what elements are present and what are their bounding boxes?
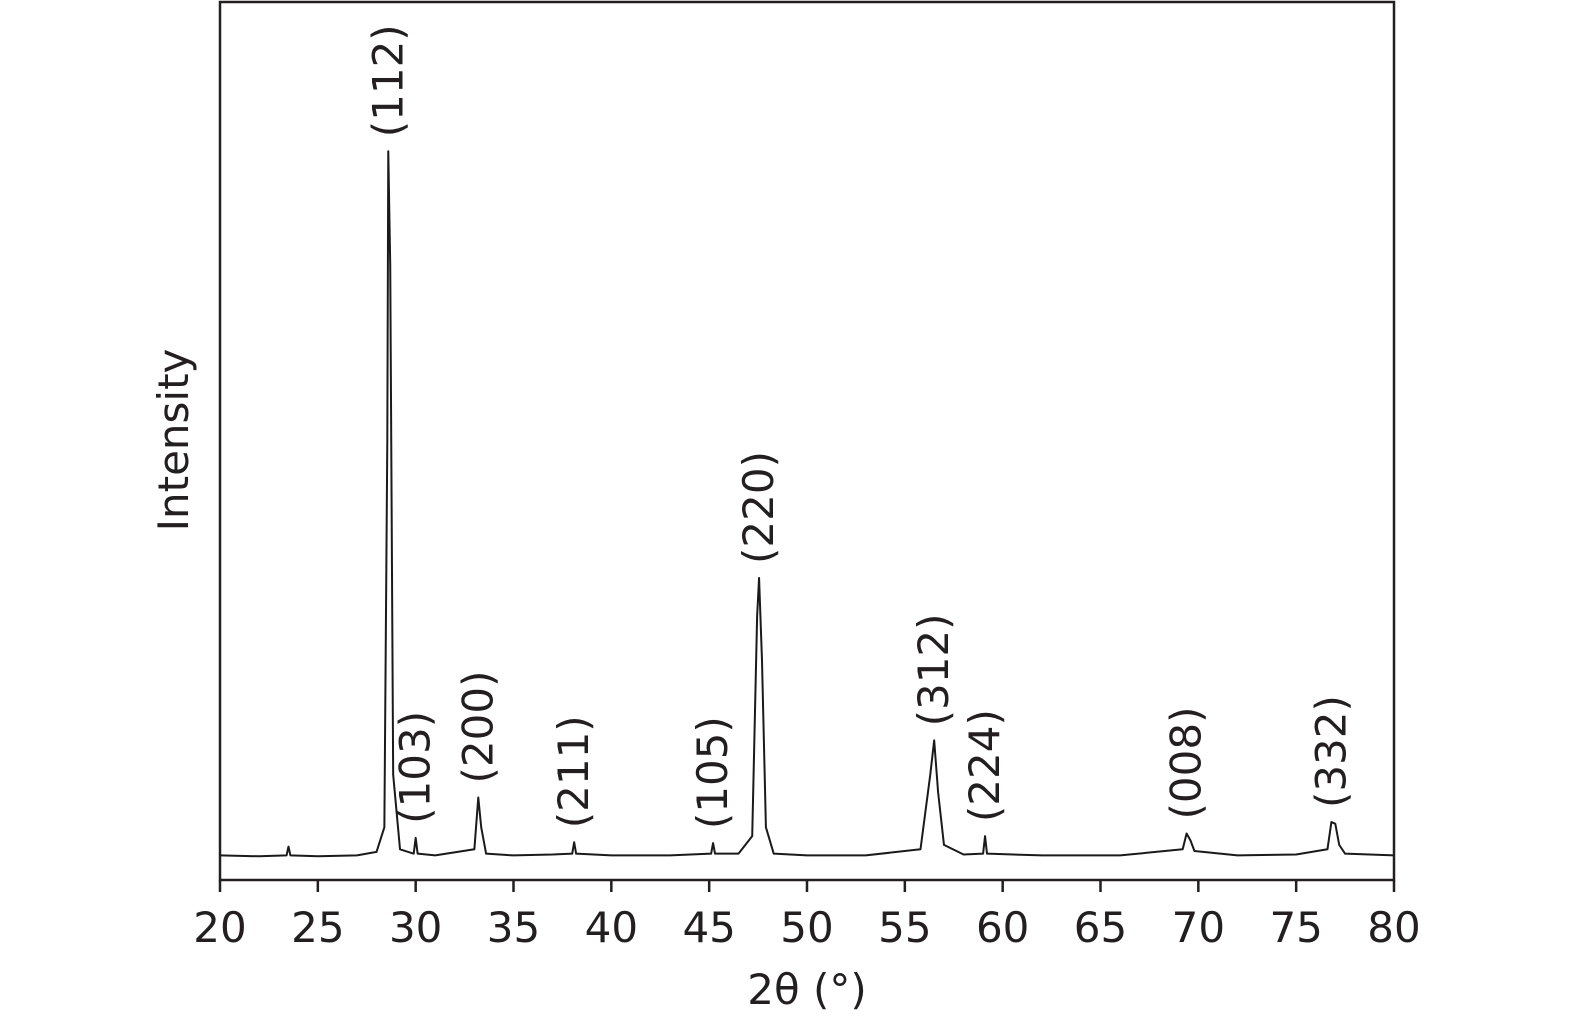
peak-label: (332) — [1306, 695, 1355, 808]
x-tick-label: 20 — [193, 903, 246, 952]
x-tick-label: 75 — [1269, 903, 1322, 952]
y-axis-label: Intensity — [149, 349, 198, 532]
peak-label: (112) — [363, 24, 412, 137]
peak-label: (211) — [549, 715, 598, 828]
peak-label: (200) — [453, 671, 502, 784]
peak-label: (224) — [960, 709, 1009, 822]
peak-label: (220) — [734, 451, 783, 564]
x-tick-label: 55 — [878, 903, 931, 952]
x-tick-label: 70 — [1172, 903, 1225, 952]
data-line — [219, 150, 1395, 858]
x-tick-label: 50 — [780, 903, 833, 952]
x-tick-label: 80 — [1367, 903, 1420, 952]
peak-label: (103) — [391, 711, 440, 824]
peak-label: (312) — [909, 613, 958, 726]
x-tick-label: 60 — [976, 903, 1029, 952]
x-tick-label: 45 — [682, 903, 735, 952]
peak-label: (008) — [1162, 707, 1211, 820]
x-tick-label: 30 — [389, 903, 442, 952]
x-axis-label: 2θ (°) — [747, 965, 867, 1014]
x-tick-label: 65 — [1074, 903, 1127, 952]
x-tick-label: 40 — [585, 903, 638, 952]
x-tick-label: 35 — [487, 903, 540, 952]
peak-label: (105) — [688, 716, 737, 829]
x-tick-label: 25 — [291, 903, 344, 952]
